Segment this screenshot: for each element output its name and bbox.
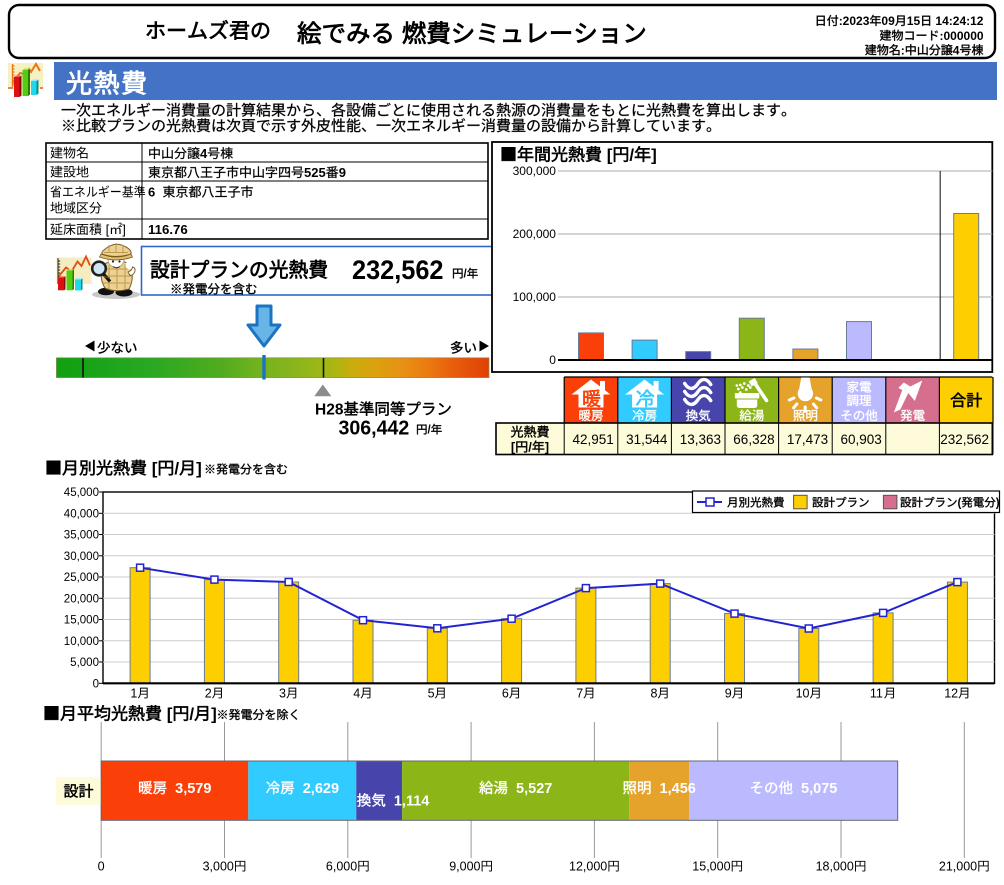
svg-text:100,000: 100,000 xyxy=(513,290,557,304)
svg-text:6,000: 6,000 xyxy=(326,860,357,874)
svg-text:5,527: 5,527 xyxy=(508,781,552,797)
svg-text:3,579: 3,579 xyxy=(167,781,211,797)
svg-text:/: / xyxy=(174,459,179,478)
svg-text:40,000: 40,000 xyxy=(64,508,99,520)
svg-text:[: [ xyxy=(602,146,613,165)
svg-text:6: 6 xyxy=(148,185,162,200)
svg-text:15: 15 xyxy=(907,14,921,28)
svg-text:10: 10 xyxy=(796,687,810,701)
svg-text:/: / xyxy=(629,146,634,165)
svg-text:]: ] xyxy=(545,440,549,455)
svg-text:17,473: 17,473 xyxy=(787,432,828,447)
svg-text:20,000: 20,000 xyxy=(64,593,99,605)
svg-text:4: 4 xyxy=(953,43,960,57)
svg-text:/: / xyxy=(189,705,194,724)
svg-text:2: 2 xyxy=(205,687,212,701)
svg-text:09: 09 xyxy=(881,14,895,28)
svg-text:21,000: 21,000 xyxy=(939,860,977,874)
svg-text:30,000: 30,000 xyxy=(64,551,99,563)
svg-text:12,000: 12,000 xyxy=(569,860,607,874)
svg-text:15,000: 15,000 xyxy=(64,615,99,627)
svg-text:11: 11 xyxy=(870,687,883,701)
svg-text:5: 5 xyxy=(428,687,435,701)
svg-text:42,951: 42,951 xyxy=(573,432,614,447)
svg-text:0: 0 xyxy=(549,353,556,367)
svg-text:4: 4 xyxy=(200,146,208,161)
svg-text:[: [ xyxy=(147,459,158,478)
svg-text:/: / xyxy=(464,269,468,281)
svg-text:3,000: 3,000 xyxy=(203,860,234,874)
svg-text:1,114: 1,114 xyxy=(386,794,430,810)
svg-text:2,629: 2,629 xyxy=(295,781,339,797)
svg-text:8: 8 xyxy=(651,687,658,701)
svg-text:306,442: 306,442 xyxy=(339,417,410,440)
svg-text:15,000: 15,000 xyxy=(692,860,730,874)
svg-text:/: / xyxy=(428,425,432,437)
svg-text:232,562: 232,562 xyxy=(352,255,444,285)
svg-text:12: 12 xyxy=(944,687,958,701)
svg-text:35,000: 35,000 xyxy=(64,530,99,542)
svg-text:]: ] xyxy=(651,146,657,165)
svg-text:/: / xyxy=(528,440,532,455)
svg-text:[: [ xyxy=(511,440,516,455)
svg-text:0: 0 xyxy=(98,860,105,874)
svg-text:]: ] xyxy=(122,222,126,237)
svg-text:H28: H28 xyxy=(315,402,344,419)
svg-text:300,000: 300,000 xyxy=(513,164,557,178)
svg-text:5,075: 5,075 xyxy=(793,781,837,797)
svg-text:): ) xyxy=(996,498,1000,510)
svg-text:66,328: 66,328 xyxy=(733,432,774,447)
svg-text:45,000: 45,000 xyxy=(64,487,99,499)
svg-text:9,000: 9,000 xyxy=(449,860,480,874)
svg-text:25,000: 25,000 xyxy=(64,572,99,584)
svg-text:(: ( xyxy=(958,498,962,510)
svg-text:18,000: 18,000 xyxy=(816,860,854,874)
svg-text:60,903: 60,903 xyxy=(841,432,882,447)
svg-text:9: 9 xyxy=(339,165,346,180)
svg-text::000000: :000000 xyxy=(940,29,984,43)
svg-text:6: 6 xyxy=(502,687,509,701)
svg-text:525: 525 xyxy=(304,165,326,180)
svg-text:14:24:12: 14:24:12 xyxy=(932,14,984,28)
svg-text:200,000: 200,000 xyxy=(513,227,557,241)
svg-text:7: 7 xyxy=(576,687,583,701)
svg-text:4: 4 xyxy=(353,687,360,701)
svg-text:[: [ xyxy=(162,705,173,724)
svg-text:13,363: 13,363 xyxy=(680,432,721,447)
svg-text:]: ] xyxy=(211,705,217,724)
svg-text:31,544: 31,544 xyxy=(626,432,668,447)
svg-text:3: 3 xyxy=(279,687,286,701)
svg-text:0: 0 xyxy=(93,678,99,690)
svg-text:9: 9 xyxy=(725,687,732,701)
svg-text:232,562: 232,562 xyxy=(940,432,989,447)
svg-text:[: [ xyxy=(102,222,110,237)
svg-text:1,456: 1,456 xyxy=(652,781,696,797)
svg-text:116.76: 116.76 xyxy=(148,222,188,237)
svg-text:10,000: 10,000 xyxy=(64,636,99,648)
svg-text::2023: :2023 xyxy=(839,14,870,28)
svg-text:]: ] xyxy=(196,459,202,478)
svg-text::: : xyxy=(901,43,905,57)
svg-text:5,000: 5,000 xyxy=(70,657,99,669)
svg-text:1: 1 xyxy=(130,687,137,701)
